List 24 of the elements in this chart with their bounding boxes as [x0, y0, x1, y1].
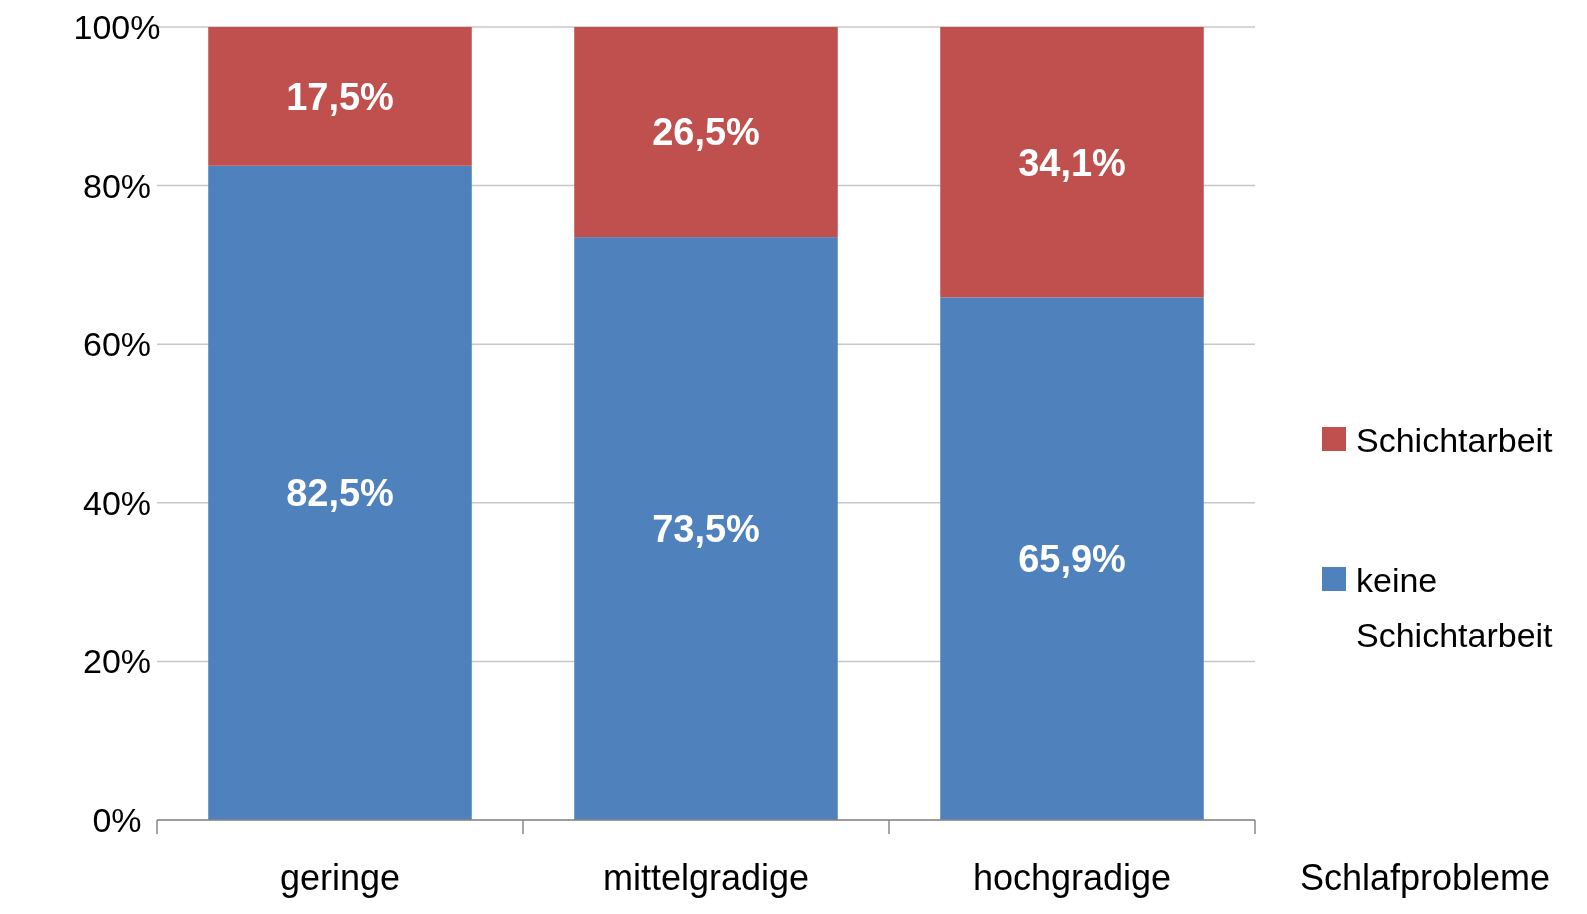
- bar: [208, 165, 472, 820]
- x-axis-title: Schlafprobleme: [1299, 857, 1551, 898]
- legend-label: Schichtarbeit: [1356, 420, 1554, 459]
- x-tick-label: hochgradige: [972, 857, 1172, 898]
- data-label: 26,5%: [652, 111, 760, 154]
- data-label: 17,5%: [286, 75, 394, 118]
- x-tick-label: mittelgradige: [602, 857, 810, 898]
- y-tick-label: 40%: [82, 483, 152, 522]
- y-tick-label: 20%: [82, 642, 152, 681]
- data-label: 82,5%: [286, 472, 394, 515]
- data-label: 73,5%: [652, 507, 760, 550]
- bar: [208, 27, 472, 166]
- bar: [574, 237, 838, 820]
- bar: [940, 27, 1204, 298]
- data-label: 34,1%: [1018, 141, 1126, 184]
- bar: [940, 297, 1204, 820]
- legend-label: keine Schichtarbeit: [1356, 560, 1554, 654]
- data-label: 65,9%: [1018, 538, 1126, 581]
- y-tick-label: 0%: [92, 800, 142, 839]
- y-tick-label: 80%: [82, 166, 152, 205]
- bar: [574, 27, 838, 238]
- y-tick-label: 60%: [82, 325, 152, 364]
- y-tick-label: 100%: [73, 7, 161, 46]
- x-tick-label: geringe: [279, 857, 401, 898]
